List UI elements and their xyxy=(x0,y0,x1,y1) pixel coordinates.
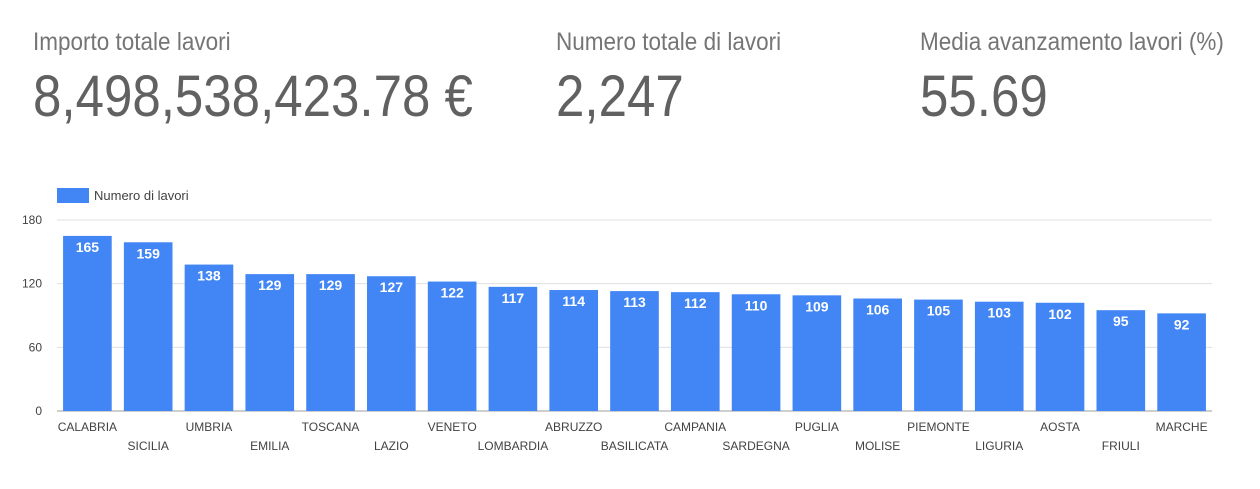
bar-chart: 0 60 120 180 Numero di lavori 165 CALABRIA 159 S… xyxy=(22,188,1212,453)
x-tick-label: LOMBARDIA xyxy=(478,439,549,453)
kpi-importo-totale: Importo totale lavori 8,498,538,423.78 € xyxy=(33,28,533,130)
bar xyxy=(549,290,599,411)
bar-value-label: 92 xyxy=(1174,316,1190,332)
bar xyxy=(670,292,720,411)
bar xyxy=(914,299,963,411)
bar xyxy=(123,242,173,411)
bar xyxy=(610,291,659,411)
kpi-value: 55.69 xyxy=(920,64,1048,129)
bar xyxy=(731,294,781,411)
bar-value-label: 127 xyxy=(380,279,404,295)
y-tick-label: 180 xyxy=(22,213,42,227)
bar-value-label: 109 xyxy=(805,298,829,314)
bar-value-label: 106 xyxy=(866,302,890,318)
kpi-value: 8,498,538,423.78 € xyxy=(33,64,473,129)
bar xyxy=(367,276,416,411)
bar-value-label: 113 xyxy=(623,294,646,310)
bar-value-label: 103 xyxy=(988,305,1012,321)
bar-value-label: 129 xyxy=(319,277,343,293)
bar-value-label: 129 xyxy=(258,277,282,293)
x-tick-label: PUGLIA xyxy=(795,420,839,434)
bar xyxy=(1096,310,1146,411)
bar xyxy=(1035,302,1085,411)
x-tick-label: LIGURIA xyxy=(975,439,1023,453)
bar-value-label: 105 xyxy=(927,303,951,319)
bar-value-label: 114 xyxy=(562,293,585,309)
x-tick-label: MOLISE xyxy=(855,439,900,453)
bar-value-label: 95 xyxy=(1113,313,1129,329)
bar xyxy=(974,301,1024,411)
kpi-label: Importo totale lavori xyxy=(33,28,231,56)
bar xyxy=(63,235,112,411)
bar xyxy=(1157,313,1206,411)
legend-label: Numero di lavori xyxy=(94,188,189,203)
x-tick-label: TOSCANA xyxy=(302,420,360,434)
x-tick-label: PIEMONTE xyxy=(907,420,970,434)
legend-swatch xyxy=(57,188,89,203)
kpi-label: Media avanzamento lavori (%) xyxy=(920,28,1224,56)
bar-value-label: 112 xyxy=(684,295,707,311)
x-tick-label: EMILIA xyxy=(250,439,289,453)
x-tick-label: CALABRIA xyxy=(58,420,117,434)
x-tick-label: BASILICATA xyxy=(601,439,669,453)
x-tick-label: VENETO xyxy=(428,420,477,434)
bar-value-label: 165 xyxy=(76,239,100,255)
bar-chart-container: 0 60 120 180 Numero di lavori 165 CALABRIA 159 S… xyxy=(0,180,1260,480)
y-tick-label: 120 xyxy=(22,277,42,291)
bar-value-label: 117 xyxy=(502,290,525,306)
bar-value-label: 122 xyxy=(440,285,464,301)
bar-value-label: 159 xyxy=(137,245,161,261)
kpi-label: Numero totale di lavori xyxy=(556,28,782,56)
kpi-numero-totale: Numero totale di lavori 2,247 xyxy=(556,28,806,130)
bar xyxy=(853,298,902,411)
y-tick-label: 0 xyxy=(35,404,42,418)
x-tick-label: SICILIA xyxy=(128,439,169,453)
x-tick-label: UMBRIA xyxy=(186,420,233,434)
x-tick-label: AOSTA xyxy=(1040,420,1080,434)
x-tick-label: MARCHE xyxy=(1156,420,1208,434)
bar xyxy=(488,286,538,411)
kpi-media-avanzamento: Media avanzamento lavori (%) 55.69 xyxy=(920,28,1258,130)
x-tick-label: FRIULI xyxy=(1102,439,1140,453)
bar-value-label: 110 xyxy=(745,297,768,313)
bar-value-label: 102 xyxy=(1048,306,1072,322)
bar-value-label: 138 xyxy=(197,268,221,284)
x-tick-label: SARDEGNA xyxy=(722,439,789,453)
bar xyxy=(427,281,477,411)
bar xyxy=(306,274,355,411)
kpi-value: 2,247 xyxy=(556,64,684,129)
bar xyxy=(792,295,842,411)
x-tick-label: CAMPANIA xyxy=(664,420,726,434)
bar xyxy=(184,264,234,411)
x-tick-label: LAZIO xyxy=(374,439,409,453)
y-tick-label: 60 xyxy=(29,340,43,354)
bar xyxy=(245,274,295,411)
x-tick-label: ABRUZZO xyxy=(545,420,602,434)
